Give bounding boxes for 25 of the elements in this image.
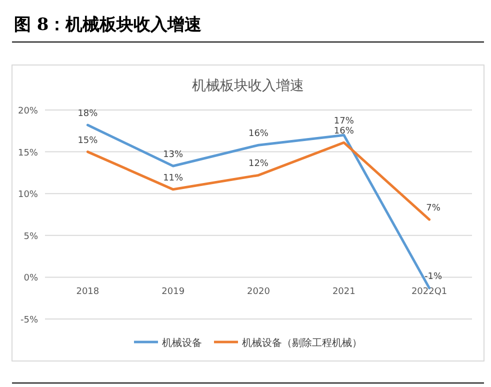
x-tick-label: 2018 xyxy=(76,287,100,298)
x-tick-label: 2021 xyxy=(332,287,356,298)
data-label: 16% xyxy=(334,126,354,137)
data-label: 11% xyxy=(163,173,184,184)
legend-label: 机械设备（剔除工程机械） xyxy=(242,337,362,349)
data-label: 12% xyxy=(248,159,269,170)
y-tick-label: 10% xyxy=(18,190,38,200)
data-label: 17% xyxy=(334,116,354,127)
y-tick-label: 0% xyxy=(24,274,38,284)
data-label: 18% xyxy=(78,109,98,120)
x-tick-label: 2019 xyxy=(162,287,185,298)
data-label: 16% xyxy=(248,129,269,140)
data-label: 15% xyxy=(78,136,98,146)
data-label: 7% xyxy=(426,204,441,214)
y-tick-label: 15% xyxy=(18,148,38,158)
data-label: -1% xyxy=(424,272,443,282)
legend-label: 机械设备 xyxy=(162,337,202,349)
x-tick-label: 2022Q1 xyxy=(411,287,448,298)
chart-title: 机械板块收入增速 xyxy=(192,78,304,94)
y-tick-label: -5% xyxy=(20,316,38,326)
x-tick-label: 2020 xyxy=(247,287,270,298)
data-label: 13% xyxy=(163,150,184,160)
y-tick-label: 20% xyxy=(18,106,38,116)
y-tick-label: 5% xyxy=(24,232,38,242)
caption: 图 8：机械板块收入增速 xyxy=(14,15,202,35)
